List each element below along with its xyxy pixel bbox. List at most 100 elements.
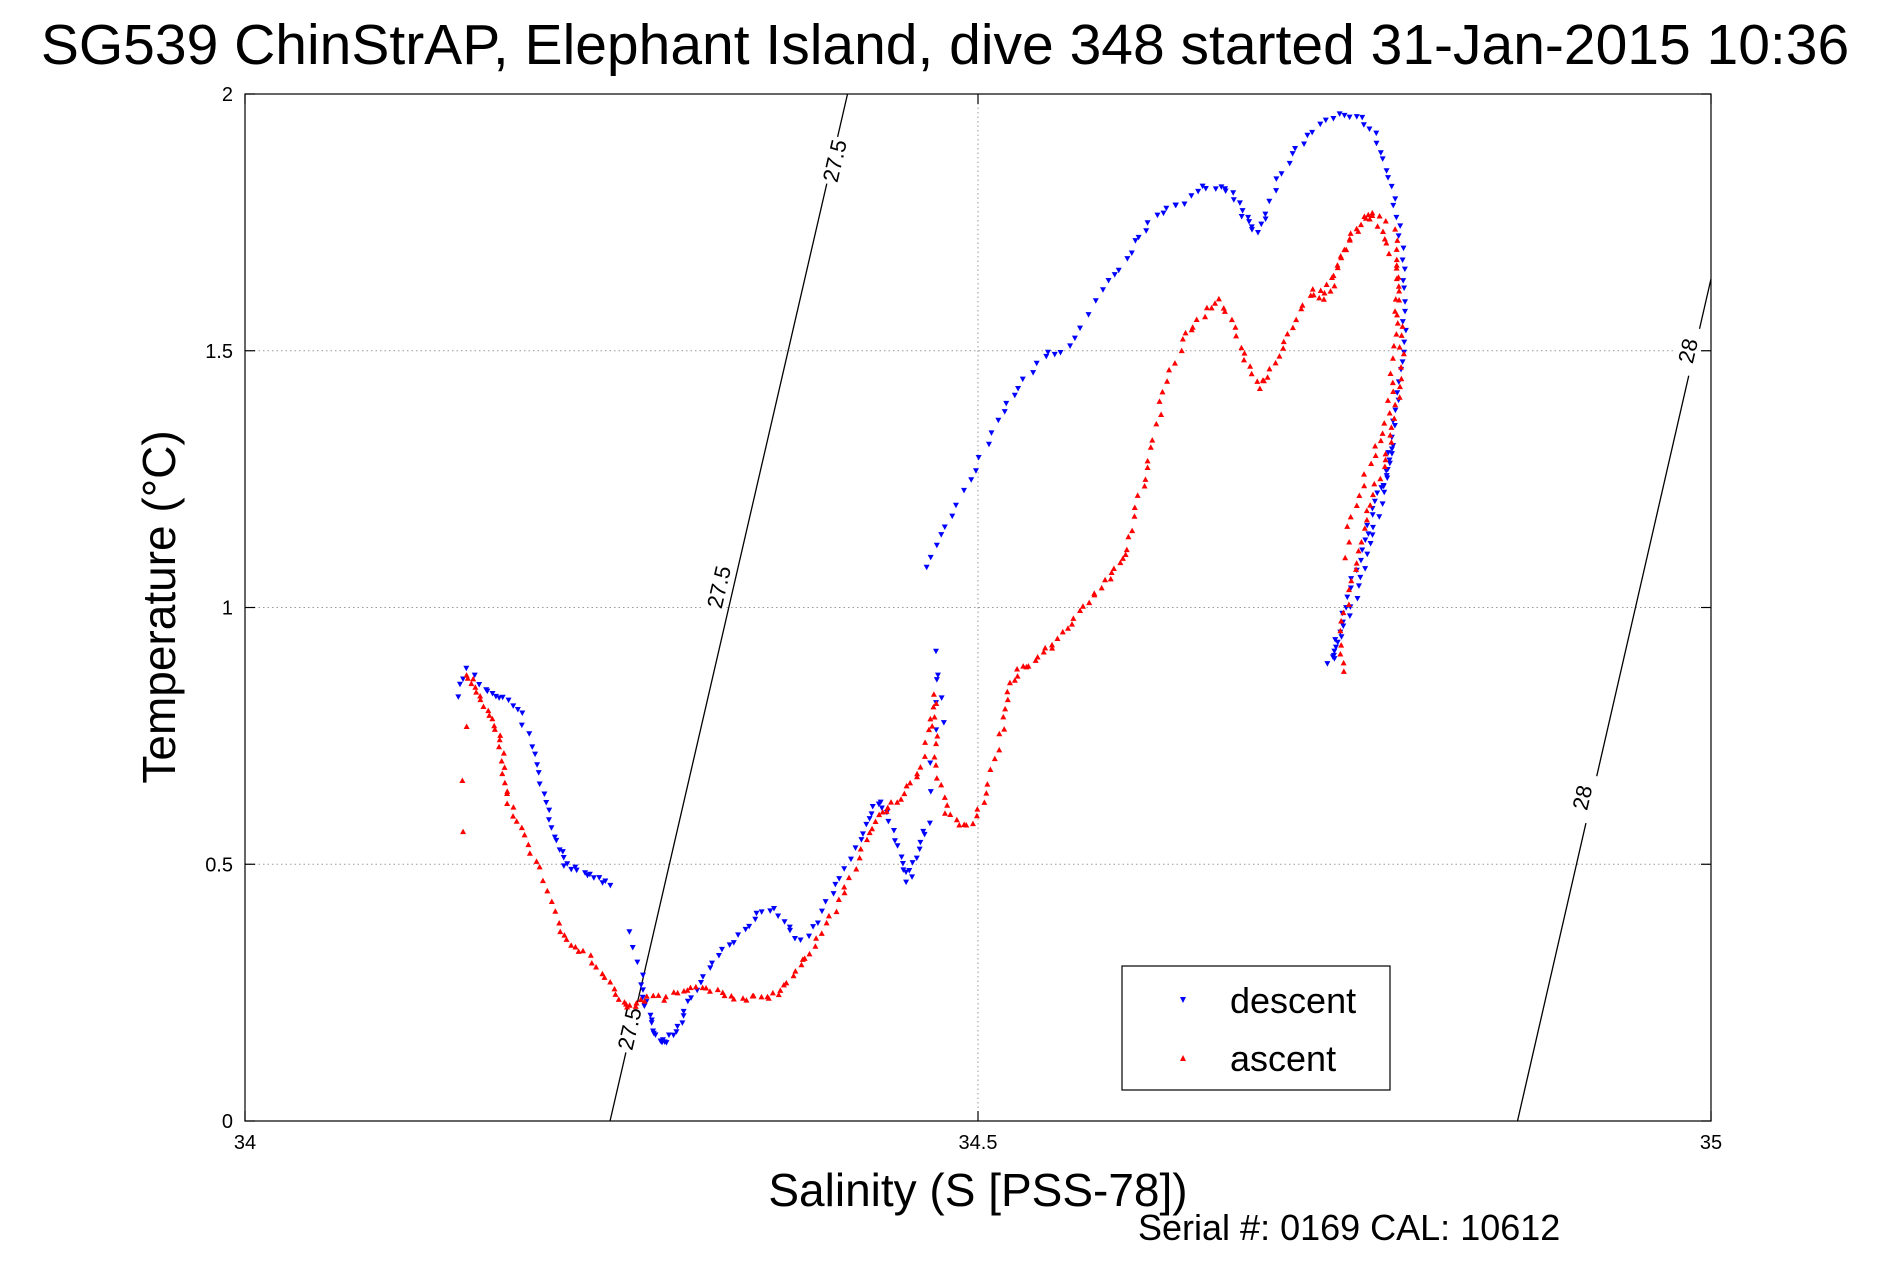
ascent-point xyxy=(1338,642,1345,648)
descent-point xyxy=(1100,287,1107,293)
contour-label: 27.5 xyxy=(611,1002,647,1055)
descent-point xyxy=(1144,220,1151,226)
descent-point xyxy=(906,868,913,874)
ascent-point xyxy=(1317,287,1324,293)
ascent-point xyxy=(1280,338,1287,345)
ascent-point xyxy=(1179,335,1186,342)
ascent-point xyxy=(1372,452,1379,459)
ascent-point xyxy=(548,898,555,905)
ascent-point xyxy=(790,972,797,979)
ascent-point xyxy=(914,773,921,780)
serial-footer: Serial #: 0169 CAL: 10612 xyxy=(1138,1207,1560,1248)
ascent-point xyxy=(894,799,901,805)
legend-descent-marker xyxy=(1180,997,1186,1003)
descent-point xyxy=(1304,132,1311,139)
descent-point xyxy=(1381,489,1388,496)
descent-point xyxy=(536,781,543,788)
ascent-point xyxy=(823,919,830,926)
ascent-point xyxy=(1358,221,1365,228)
descent-point xyxy=(1385,175,1392,181)
descent-point xyxy=(775,913,782,919)
descent-point xyxy=(1388,446,1395,453)
ascent-point xyxy=(496,736,503,743)
ascent-point xyxy=(1221,308,1228,314)
contour-label-background xyxy=(817,134,852,187)
descent-point xyxy=(476,682,483,688)
descent-point xyxy=(933,677,940,683)
density-contour-line xyxy=(1516,278,1712,1122)
ascent-point xyxy=(1345,601,1352,608)
descent-point xyxy=(652,1032,659,1038)
ascent-point xyxy=(792,968,799,974)
descent-point xyxy=(1202,186,1209,192)
descent-point xyxy=(499,694,506,701)
descent-point xyxy=(932,648,939,655)
ascent-point xyxy=(769,989,776,996)
ascent-point xyxy=(1396,287,1403,294)
descent-point xyxy=(492,693,499,700)
descent-point xyxy=(940,720,947,726)
descent-point xyxy=(680,1013,687,1019)
ascent-point xyxy=(1327,288,1334,294)
descent-point xyxy=(1362,537,1369,543)
ascent-point xyxy=(1125,533,1132,540)
ascent-point xyxy=(692,983,699,990)
ascent-point xyxy=(1276,353,1283,359)
ascent-point xyxy=(1387,370,1394,376)
x-tick-label: 34.5 xyxy=(959,1132,998,1154)
descent-point xyxy=(903,879,910,886)
ascent-point xyxy=(1337,650,1344,657)
descent-point xyxy=(665,1032,672,1038)
ascent-point xyxy=(1346,235,1353,242)
descent-point xyxy=(1402,299,1409,305)
ascent-point xyxy=(1393,256,1400,263)
ascent-point xyxy=(907,779,914,786)
ascent-point xyxy=(953,816,960,823)
ascent-point xyxy=(1156,398,1163,404)
ascent-point xyxy=(1355,547,1362,554)
descent-point xyxy=(1188,193,1195,199)
descent-point xyxy=(572,864,579,871)
descent-point xyxy=(1357,574,1364,581)
ascent-point xyxy=(706,988,713,994)
descent-point xyxy=(1160,210,1167,217)
descent-point xyxy=(1067,343,1074,349)
ascent-point xyxy=(1355,228,1362,234)
ascent-point xyxy=(1011,677,1018,683)
ascent-point xyxy=(1394,311,1401,318)
ascent-point xyxy=(1334,262,1341,268)
descent-point xyxy=(505,697,512,704)
descent-point xyxy=(899,861,906,867)
ascent-point xyxy=(1367,502,1374,508)
descent-point xyxy=(1336,111,1343,117)
ascent-point xyxy=(927,715,934,722)
ascent-point xyxy=(587,952,594,958)
ascent-point xyxy=(556,920,563,926)
ascent-point xyxy=(806,950,813,957)
ascent-point xyxy=(1220,305,1227,311)
ascent-point xyxy=(489,715,496,722)
descent-point xyxy=(1163,205,1170,212)
descent-point xyxy=(1338,634,1345,640)
ascent-point xyxy=(572,943,579,950)
descent-point xyxy=(1218,184,1225,190)
ascent-point xyxy=(758,993,765,1000)
descent-point xyxy=(455,694,462,700)
ascent-point xyxy=(1396,394,1403,400)
ascent-point xyxy=(933,700,940,707)
descent-point xyxy=(1324,661,1331,667)
descent-point xyxy=(797,937,804,944)
ascent-point xyxy=(1338,618,1345,624)
descent-point xyxy=(529,744,536,750)
descent-point xyxy=(1402,327,1409,334)
descent-point xyxy=(961,487,968,494)
ascent-point xyxy=(1316,294,1323,301)
ascent-point xyxy=(1289,324,1296,331)
ascent-point xyxy=(1248,370,1255,377)
descent-point xyxy=(1015,386,1022,392)
ascent-point xyxy=(1346,539,1353,545)
ascent-point xyxy=(491,726,498,732)
descent-point xyxy=(663,1040,670,1046)
descent-point xyxy=(975,454,982,461)
contour-label-text: 28 xyxy=(1673,336,1703,365)
